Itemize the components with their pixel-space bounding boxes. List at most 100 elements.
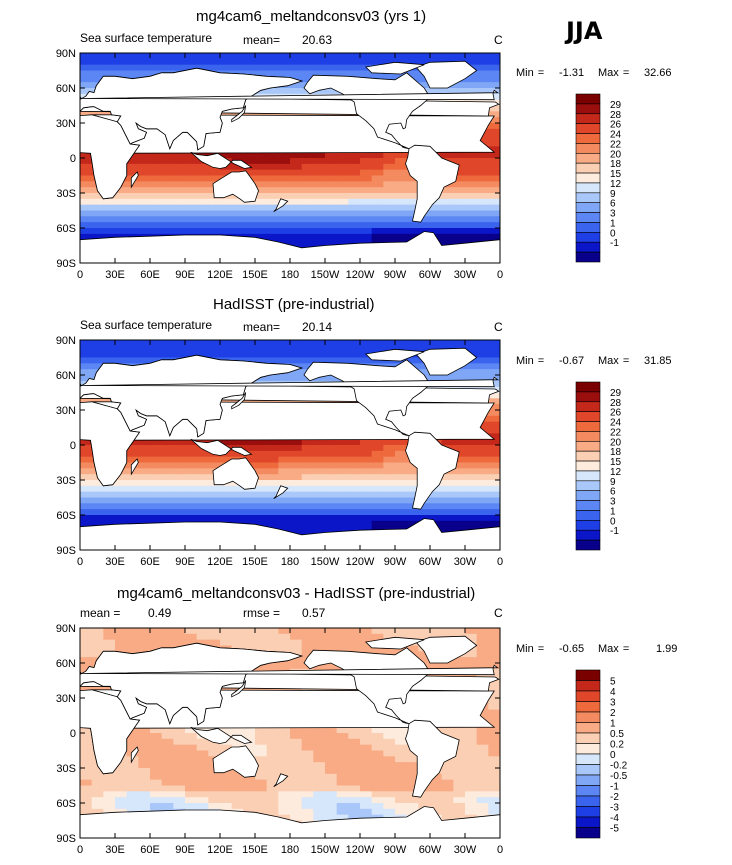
ocean-cell bbox=[243, 152, 256, 159]
ocean-cell bbox=[266, 169, 279, 176]
ocean-cell bbox=[488, 503, 500, 510]
ocean-cell bbox=[255, 193, 268, 200]
x-tick-label: 120E bbox=[207, 844, 233, 856]
ocean-cell bbox=[383, 187, 396, 194]
ocean-cell bbox=[336, 633, 349, 641]
ocean-cell bbox=[488, 380, 500, 388]
ocean-cell bbox=[301, 233, 314, 241]
ocean-cell bbox=[476, 181, 489, 188]
ocean-cell bbox=[161, 803, 174, 810]
ocean-cell bbox=[103, 797, 116, 804]
ocean-cell bbox=[488, 474, 500, 481]
ocean-cell bbox=[80, 64, 93, 71]
ocean-cell bbox=[348, 497, 361, 504]
ocean-cell bbox=[476, 82, 489, 89]
ocean-cell bbox=[313, 639, 326, 646]
ocean-cell bbox=[453, 474, 466, 481]
colorbar-label: 29 bbox=[610, 100, 622, 111]
ocean-cell bbox=[348, 163, 361, 171]
ocean-cell bbox=[488, 134, 500, 141]
panel-2-min-value: -0.67 bbox=[559, 355, 585, 367]
ocean-cell bbox=[301, 738, 314, 746]
ocean-cell bbox=[441, 520, 454, 528]
ocean-cell bbox=[336, 515, 349, 522]
ocean-cell bbox=[488, 727, 500, 734]
ocean-cell bbox=[115, 480, 128, 487]
ocean-cell bbox=[360, 785, 373, 792]
ocean-cell bbox=[185, 204, 198, 211]
ocean-cell bbox=[325, 88, 338, 95]
ocean-cell bbox=[138, 738, 151, 746]
ocean-cell bbox=[465, 779, 478, 786]
ocean-cell bbox=[103, 808, 116, 816]
ocean-cell bbox=[126, 744, 139, 751]
ocean-cell bbox=[173, 53, 186, 60]
ocean-cell bbox=[441, 803, 454, 810]
ocean-cell bbox=[360, 222, 373, 229]
ocean-cell bbox=[406, 520, 419, 528]
ocean-cell bbox=[301, 468, 314, 475]
ocean-cell bbox=[278, 497, 291, 504]
ocean-cell bbox=[91, 791, 104, 798]
ocean-cell bbox=[465, 791, 478, 798]
ocean-cell bbox=[453, 762, 466, 769]
ocean-cell bbox=[126, 768, 139, 775]
ocean-cell bbox=[371, 198, 384, 206]
ocean-cell bbox=[255, 351, 268, 358]
colorbar-label: -1 bbox=[610, 782, 619, 793]
ocean-cell bbox=[80, 398, 93, 405]
ocean-cell bbox=[476, 439, 489, 446]
ocean-cell bbox=[290, 509, 303, 516]
ocean-cell bbox=[278, 738, 291, 746]
ocean-cell bbox=[383, 228, 396, 235]
ocean-cell bbox=[196, 633, 209, 641]
ocean-cell bbox=[103, 53, 116, 60]
ocean-cell bbox=[231, 345, 244, 353]
ocean-cell bbox=[430, 791, 443, 798]
ocean-cell bbox=[161, 791, 174, 798]
ocean-cell bbox=[290, 639, 303, 646]
ocean-cell bbox=[196, 750, 209, 757]
ocean-cell bbox=[208, 53, 221, 60]
ocean-cell bbox=[161, 204, 174, 211]
ocean-cell bbox=[115, 779, 128, 786]
ocean-cell bbox=[80, 628, 93, 635]
ocean-cell bbox=[266, 233, 279, 241]
ocean-cell bbox=[383, 474, 396, 481]
ocean-cell bbox=[348, 738, 361, 746]
ocean-cell bbox=[255, 198, 268, 206]
ocean-cell bbox=[173, 779, 186, 786]
y-tick-label: 60S bbox=[56, 223, 76, 235]
ocean-cell bbox=[80, 198, 93, 206]
ocean-cell bbox=[185, 509, 198, 516]
ocean-cell bbox=[196, 58, 209, 66]
ocean-cell bbox=[465, 509, 478, 516]
ocean-cell bbox=[255, 222, 268, 229]
ocean-cell bbox=[255, 439, 268, 446]
ocean-cell bbox=[406, 204, 419, 211]
ocean-cell bbox=[196, 53, 209, 60]
ocean-cell bbox=[325, 497, 338, 504]
ocean-cell bbox=[325, 485, 338, 493]
colorbar-swatch bbox=[575, 133, 601, 144]
panel-2-variable-label: Sea surface temperature bbox=[80, 318, 213, 332]
ocean-cell bbox=[395, 345, 408, 353]
ocean-cell bbox=[243, 491, 256, 498]
ocean-cell bbox=[465, 456, 478, 463]
ocean-cell bbox=[325, 750, 338, 757]
land-japan bbox=[231, 105, 247, 123]
ocean-cell bbox=[360, 198, 373, 206]
ocean-cell bbox=[476, 193, 489, 200]
ocean-cell bbox=[126, 456, 139, 463]
ocean-cell bbox=[220, 228, 233, 235]
ocean-cell bbox=[360, 509, 373, 516]
ocean-cell bbox=[231, 152, 244, 159]
ocean-cell bbox=[383, 158, 396, 165]
ocean-cell bbox=[453, 228, 466, 235]
ocean-cell bbox=[150, 53, 163, 60]
ocean-cell bbox=[336, 468, 349, 475]
ocean-cell bbox=[465, 785, 478, 792]
ocean-cell bbox=[185, 491, 198, 498]
ocean-cell bbox=[126, 645, 139, 652]
ocean-cell bbox=[185, 762, 198, 769]
